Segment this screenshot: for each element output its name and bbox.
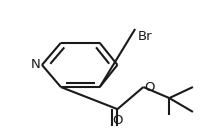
Text: Br: Br bbox=[137, 30, 152, 43]
Text: N: N bbox=[31, 58, 41, 71]
Text: O: O bbox=[112, 114, 123, 127]
Text: O: O bbox=[145, 81, 155, 94]
